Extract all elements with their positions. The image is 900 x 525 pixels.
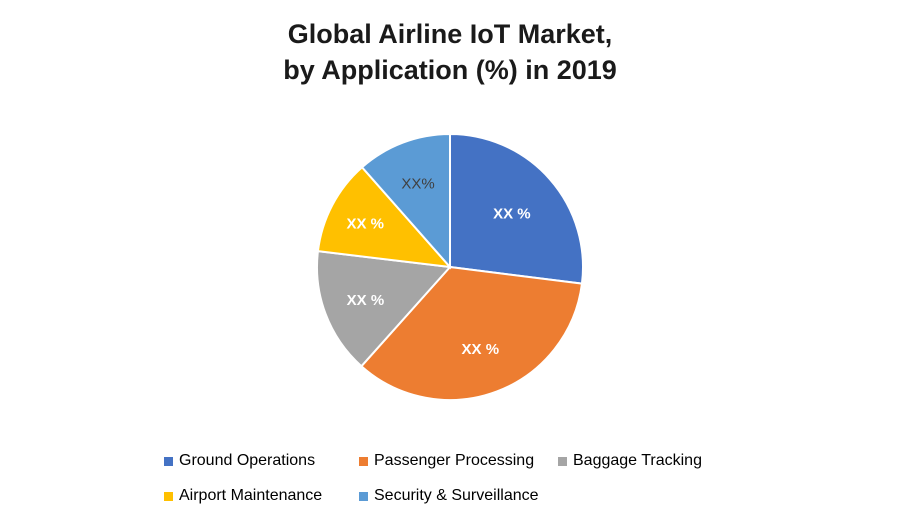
data-label: XX % <box>347 292 385 309</box>
legend-item-ground-operations: Ground Operations <box>164 452 315 470</box>
legend-item-baggage-tracking: Baggage Tracking <box>558 452 702 470</box>
legend-item-passenger-processing: Passenger Processing <box>359 452 534 470</box>
pie-chart: XX % XX % XX % XX % XX% <box>316 132 584 401</box>
data-label: XX % <box>493 205 531 222</box>
pie-slice-security-surveillance <box>360 132 451 270</box>
pie-slice-baggage-tracking <box>316 250 453 368</box>
pie-slice-passenger-processing <box>360 265 584 401</box>
legend-swatch <box>359 491 368 501</box>
pie-slice-ground-operations <box>449 132 584 285</box>
legend-swatch <box>164 491 173 501</box>
legend-label: Baggage Tracking <box>573 452 702 469</box>
legend-label: Airport Maintenance <box>179 487 323 504</box>
legend-item-airport-maintenance: Airport Maintenance <box>164 487 322 505</box>
chart-title-line2: by Application (%) in 2019 <box>283 55 617 85</box>
legend-label: Ground Operations <box>179 452 316 469</box>
legend-swatch <box>359 456 368 466</box>
legend-swatch <box>164 456 173 466</box>
chart-title-line1: Global Airline IoT Market, <box>287 19 613 49</box>
legend-item-security-surveillance: Security & Surveillance <box>359 487 539 505</box>
data-label: XX % <box>346 215 384 232</box>
pie-slice-airport-maintenance <box>316 165 453 269</box>
data-label: XX % <box>462 341 500 358</box>
data-label: XX% <box>401 175 434 192</box>
legend-label: Passenger Processing <box>374 452 535 469</box>
legend-label: Security & Surveillance <box>374 487 539 504</box>
legend-swatch <box>558 456 567 466</box>
